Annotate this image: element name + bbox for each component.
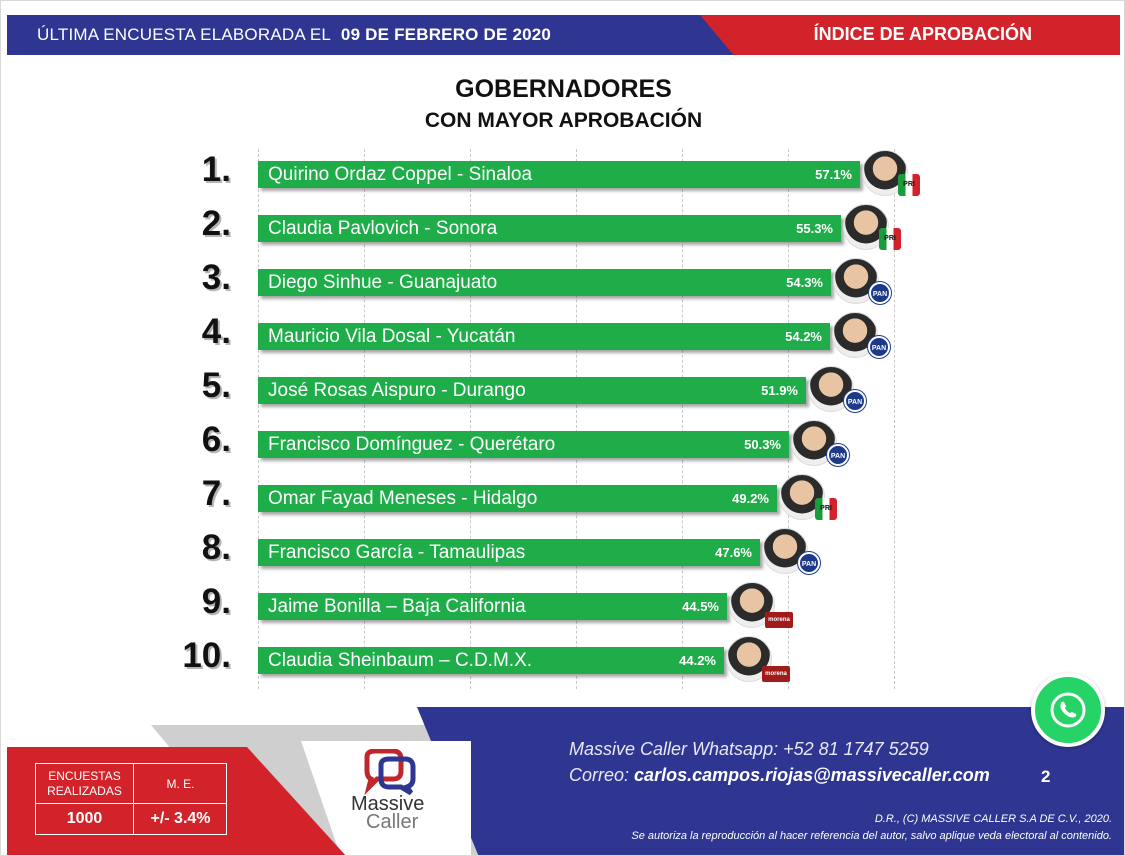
legal-disclaimer: Se autoriza la reproducción al hacer ref…	[631, 830, 1112, 842]
bar-category-label: Francisco García - Tamaulipas	[268, 542, 526, 563]
bar-value-label: 44.2%	[679, 653, 716, 668]
bar-value-label: 44.5%	[682, 599, 719, 614]
chart-row: 10. Claudia Sheinbaum – C.D.M.X. 44.2% more…	[1, 636, 1124, 682]
gridline	[894, 149, 895, 689]
stats-label-margin: M. E.	[134, 764, 227, 804]
header-bar: ÚLTIMA ENCUESTA ELABORADA EL 09 DE FEBRE…	[7, 15, 1120, 55]
stats-value-margin: +/- 3.4%	[150, 810, 211, 827]
rank-label: 7.	[201, 474, 231, 513]
survey-date-value: 09 DE FEBRERO DE 2020	[340, 25, 552, 44]
survey-date-prefix: ÚLTIMA ENCUESTA ELABORADA EL	[37, 25, 332, 44]
rank-label: 4.	[201, 312, 231, 351]
bar-value-label: 55.3%	[796, 221, 833, 236]
bar-category-label: José Rosas Aispuro - Durango	[268, 380, 526, 401]
contact-email: Correo: carlos.campos.riojas@massivecall…	[569, 765, 990, 786]
party-logo-icon: PAN	[827, 444, 849, 466]
stats-label-surveys-line1: ENCUESTAS	[48, 769, 121, 783]
chart-title-line1: GOBERNADORES	[455, 75, 672, 103]
rank-label: 9.	[201, 582, 231, 621]
chart-title-line2: CON MAYOR APROBACIÓN	[424, 109, 703, 132]
stats-label-surveys-line2: REALIZADAS	[47, 784, 122, 798]
logo-text-caller: Caller	[366, 811, 419, 833]
party-logo-icon: PRI	[879, 228, 901, 250]
bar-category-label: Quirino Ordaz Coppel - Sinaloa	[268, 164, 533, 185]
chart-row: 8. Francisco García - Tamaulipas 47.6% PAN	[1, 528, 1124, 574]
contact-email-address: carlos.campos.riojas@massivecaller.com	[634, 765, 990, 785]
chart-row: 6. Francisco Domínguez - Querétaro 50.3% PA…	[1, 420, 1124, 466]
massive-caller-logo-icon	[364, 749, 416, 795]
bar-category-label: Francisco Domínguez - Querétaro	[268, 434, 556, 455]
chart-row: 1. Quirino Ordaz Coppel - Sinaloa 57.1% PRI	[1, 150, 1124, 196]
logo-text-massive: Massive	[351, 793, 425, 815]
bar-category-label: Omar Fayad Meneses - Hidalgo	[268, 488, 538, 509]
legal-copyright: D.R., (C) MASSIVE CALLER S.A DE C.V., 20…	[874, 813, 1112, 825]
rank-label: 10.	[182, 636, 231, 675]
governor-photo	[833, 258, 879, 304]
rank-label: 5.	[201, 366, 231, 405]
party-logo-icon: morena	[765, 612, 793, 628]
chart-row: 5. José Rosas Aispuro - Durango 51.9% PAN	[1, 366, 1124, 412]
party-logo-icon: PAN	[868, 336, 890, 358]
footer-blue-band	[417, 707, 1124, 855]
bar: Francisco Domínguez - Querétaro 50.3%	[258, 431, 789, 458]
phone-icon	[1050, 692, 1086, 728]
bar-category-label: Diego Sinhue - Guanajuato	[268, 272, 498, 293]
party-logo-icon: PAN	[798, 552, 820, 574]
rank-label: 6.	[201, 420, 231, 459]
bar-value-label: 50.3%	[744, 437, 781, 452]
bar-category-label: Mauricio Vila Dosal - Yucatán	[268, 326, 516, 347]
stats-label-surveys: ENCUESTAS REALIZADAS	[36, 764, 134, 804]
bar-value-label: 49.2%	[732, 491, 769, 506]
bar-value-label: 57.1%	[815, 167, 852, 182]
gridline	[258, 149, 259, 689]
bar-value-label: 47.6%	[715, 545, 752, 560]
gridline	[470, 149, 471, 689]
party-logo-icon: PAN	[844, 390, 866, 412]
gridline	[788, 149, 789, 689]
survey-stats-table: ENCUESTAS REALIZADAS M. E. 1000 +/- 3.4%	[35, 763, 227, 835]
bar: Jaime Bonilla – Baja California 44.5%	[258, 593, 727, 620]
bar-category-label: Claudia Pavlovich - Sonora	[268, 218, 498, 239]
party-logo-icon: morena	[762, 666, 790, 682]
bar: Claudia Pavlovich - Sonora 55.3%	[258, 215, 841, 242]
gridline	[682, 149, 683, 689]
page-number: 2	[1041, 767, 1051, 786]
bar-value-label: 54.3%	[786, 275, 823, 290]
bar: Omar Fayad Meneses - Hidalgo 49.2%	[258, 485, 777, 512]
whatsapp-icon	[1031, 673, 1105, 747]
gridline	[576, 149, 577, 689]
bar: Diego Sinhue - Guanajuato 54.3%	[258, 269, 831, 296]
chart-row: 7. Omar Fayad Meneses - Hidalgo 49.2% PRI	[1, 474, 1124, 520]
bar: José Rosas Aispuro - Durango 51.9%	[258, 377, 806, 404]
chart-row: 2. Claudia Pavlovich - Sonora 55.3% PRI	[1, 204, 1124, 250]
chart-row: 4. Mauricio Vila Dosal - Yucatán 54.2% PAN	[1, 312, 1124, 358]
chart-row: 3. Diego Sinhue - Guanajuato 54.3% PAN	[1, 258, 1124, 304]
rank-label: 8.	[201, 528, 231, 567]
bar-value-label: 54.2%	[785, 329, 822, 344]
chart-row: 9. Jaime Bonilla – Baja California 44.5% mo…	[1, 582, 1124, 628]
rank-label: 2.	[201, 204, 231, 243]
bar: Francisco García - Tamaulipas 47.6%	[258, 539, 760, 566]
survey-date: ÚLTIMA ENCUESTA ELABORADA EL 09 DE FEBRE…	[37, 25, 551, 45]
bar-value-label: 51.9%	[761, 383, 798, 398]
rank-label: 1.	[201, 150, 231, 189]
bar-category-label: Claudia Sheinbaum – C.D.M.X.	[268, 650, 533, 671]
party-logo-icon: PRI	[815, 498, 837, 520]
bar: Claudia Sheinbaum – C.D.M.X. 44.2%	[258, 647, 724, 674]
bar-category-label: Jaime Bonilla – Baja California	[268, 596, 526, 617]
header-title: ÍNDICE DE APROBACIÓN	[813, 24, 1032, 44]
contact-email-label: Correo:	[569, 765, 630, 785]
stats-value-surveys: 1000	[36, 804, 134, 835]
party-logo-icon: PRI	[898, 174, 920, 196]
bar: Mauricio Vila Dosal - Yucatán 54.2%	[258, 323, 830, 350]
header-red-section	[700, 15, 1120, 55]
gridline	[364, 149, 365, 689]
contact-whatsapp: Massive Caller Whatsapp: +52 81 1747 525…	[569, 739, 929, 759]
rank-label: 3.	[201, 258, 231, 297]
party-logo-icon: PAN	[869, 282, 891, 304]
bar: Quirino Ordaz Coppel - Sinaloa 57.1%	[258, 161, 860, 188]
